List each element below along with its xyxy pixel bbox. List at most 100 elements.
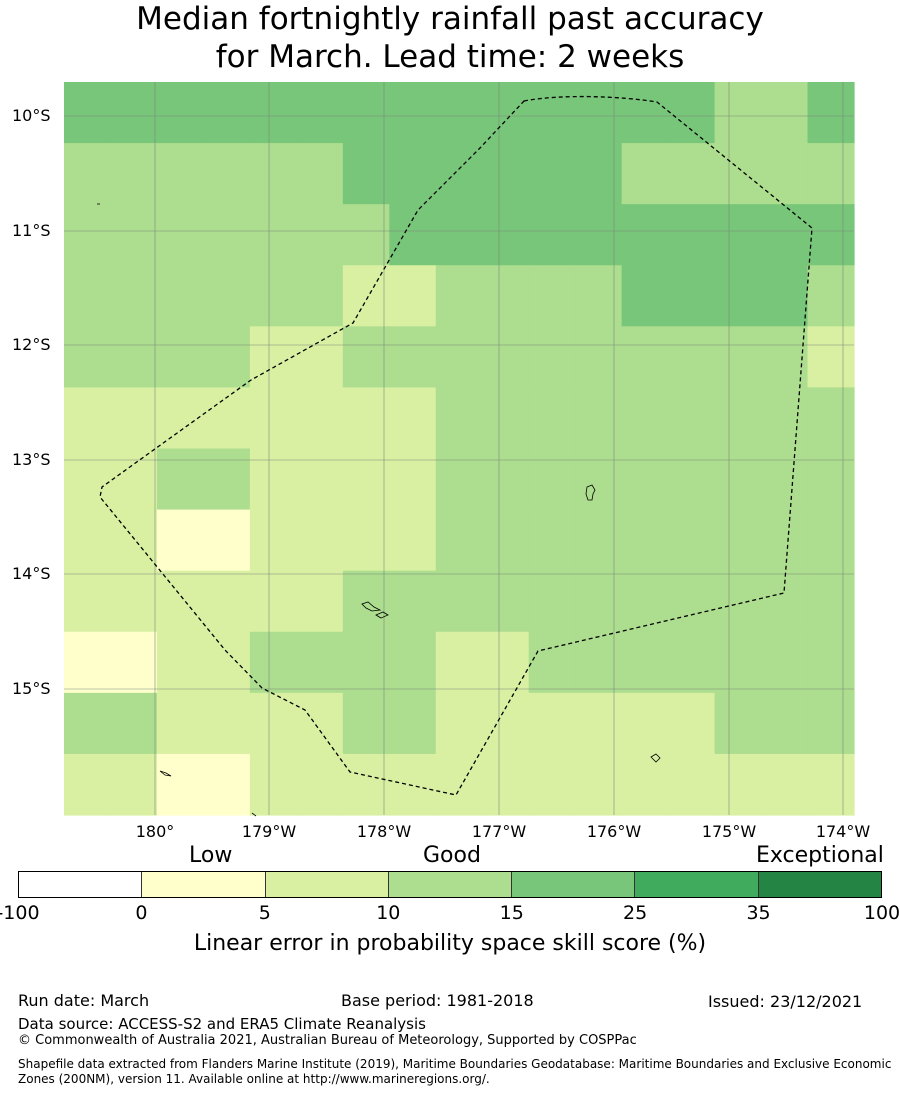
grid-cell — [296, 448, 344, 511]
grid-cell — [249, 143, 297, 205]
grid-cell — [482, 631, 530, 694]
colorbar-tick-label: 10 — [376, 902, 401, 924]
grid-cell — [156, 753, 205, 816]
grid-cell — [64, 753, 112, 816]
grid-cell — [110, 265, 158, 327]
grid-cell — [249, 692, 297, 755]
grid-cell — [64, 387, 112, 450]
grid-cell — [342, 509, 390, 572]
island-edge — [251, 812, 257, 817]
grid-cell — [621, 82, 669, 144]
grid-cell — [435, 448, 483, 511]
grid-cell — [807, 509, 855, 572]
longitude-label: 176°W — [586, 822, 642, 841]
data-source: Data source: ACCESS-S2 and ERA5 Climate … — [18, 1015, 426, 1033]
grid-cell — [482, 82, 530, 144]
grid-cell — [435, 692, 483, 755]
grid-cell — [64, 326, 112, 389]
grid-cell — [714, 570, 762, 633]
grid-cell — [249, 509, 297, 572]
colorbar-segment — [19, 872, 143, 897]
grid-cell — [389, 387, 437, 450]
grid-cell — [249, 326, 297, 389]
grid-cell — [621, 448, 669, 511]
grid-cell — [668, 631, 716, 694]
colorbar-segment — [388, 872, 513, 897]
grid-cell — [389, 326, 437, 389]
longitude-label: 180° — [135, 822, 175, 841]
grid-cell — [482, 509, 530, 572]
grid-cell — [156, 570, 205, 633]
grid-cell — [528, 265, 576, 327]
grid-cell — [110, 82, 158, 144]
grid-cell — [807, 204, 855, 266]
colorbar-segment — [512, 872, 636, 897]
grid-cell — [435, 570, 483, 633]
longitude-label: 177°W — [471, 822, 527, 841]
colorbar-tick-label: -100 — [0, 902, 40, 924]
grid-cell — [714, 82, 762, 144]
grid-cell — [342, 204, 390, 266]
grid-cell — [482, 143, 530, 205]
longitude-label: 178°W — [356, 822, 412, 841]
grid-cell — [110, 448, 158, 511]
grid-cell — [203, 143, 251, 205]
skill-map — [64, 82, 855, 817]
grid-cell — [296, 631, 344, 694]
grid-cell — [203, 753, 251, 816]
grid-cell — [389, 265, 437, 327]
grid-cell — [203, 82, 251, 144]
grid-cell — [668, 143, 716, 205]
grid-cell — [807, 387, 855, 450]
grid-cell — [528, 204, 576, 266]
grid-cell — [64, 570, 112, 633]
grid-cell — [110, 570, 158, 633]
grid-cell — [528, 143, 576, 205]
colorbar-tick-label: 25 — [623, 902, 648, 924]
grid-cell — [249, 570, 297, 633]
grid-cell — [575, 204, 623, 266]
grid-cell — [807, 326, 855, 389]
grid-cell — [714, 692, 762, 755]
grid-cell — [249, 753, 297, 816]
colorbar-segment — [142, 872, 266, 897]
grid-cell — [668, 82, 716, 144]
grid-cell — [64, 82, 112, 144]
grid-cell — [203, 509, 251, 572]
grid-cell — [249, 265, 297, 327]
grid-cell — [761, 509, 809, 572]
grid-cell — [668, 448, 716, 511]
grid-cell — [714, 448, 762, 511]
grid-cell — [714, 753, 762, 816]
longitude-label: 179°W — [241, 822, 297, 841]
grid-cell — [64, 692, 112, 755]
grid-cell — [528, 387, 576, 450]
grid-cell — [435, 387, 483, 450]
legend-category-good: Good — [423, 843, 481, 868]
grid-cell — [156, 631, 205, 694]
grid-cell — [342, 143, 390, 205]
grid-cell — [621, 265, 669, 327]
grid-cell — [621, 143, 669, 205]
grid-cell — [482, 265, 530, 327]
grid-cell — [389, 82, 437, 144]
grid-cell — [714, 631, 762, 694]
grid-cell — [64, 265, 112, 327]
grid-cell — [575, 753, 623, 816]
latitude-label: 15°S — [12, 679, 51, 698]
grid-cell — [668, 753, 716, 816]
island-fakaofo-east — [375, 611, 389, 619]
grid-cell — [714, 204, 762, 266]
grid-cell — [342, 692, 390, 755]
grid-cell — [110, 387, 158, 450]
grid-cell — [668, 265, 716, 327]
grid-cell — [342, 570, 390, 633]
grid-cell — [64, 509, 112, 572]
colorbar-segment — [635, 872, 759, 897]
grid-cell — [575, 631, 623, 694]
grid-cell — [482, 387, 530, 450]
issued-date: Issued: 23/12/2021 — [708, 992, 863, 1011]
grid-cell — [110, 326, 158, 389]
longitude-label: 175°W — [701, 822, 757, 841]
grid-cell — [435, 509, 483, 572]
